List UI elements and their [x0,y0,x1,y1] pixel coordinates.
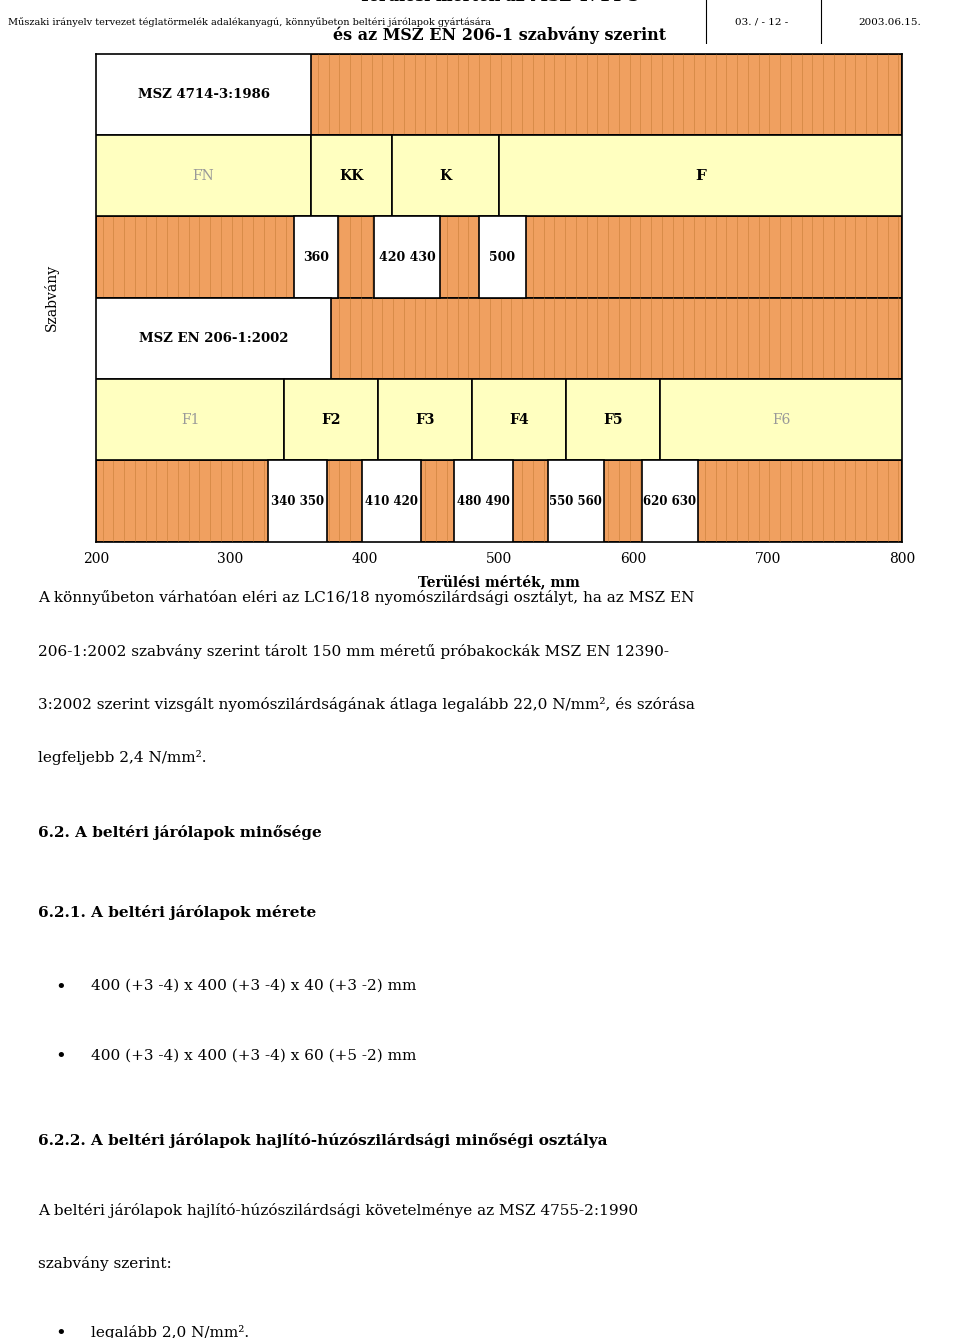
Text: Műszaki irányelv tervezet téglatörmelék adalékanyagú, könnyűbeton beltéri járóla: Műszaki irányelv tervezet téglatörmelék … [8,17,491,27]
Text: 410 420: 410 420 [365,495,419,507]
Bar [566,379,660,460]
Text: F3: F3 [416,413,435,427]
Text: A beltéri járólapok hajlító-húzószilárdsági követelménye az MSZ 4755-2:1990: A beltéri járólapok hajlító-húzószilárds… [38,1203,638,1218]
Text: 400 (+3 -4) x 400 (+3 -4) x 60 (+5 -2) mm: 400 (+3 -4) x 400 (+3 -4) x 60 (+5 -2) m… [91,1048,417,1062]
Text: 360: 360 [302,250,328,264]
Bar [378,379,472,460]
Bar [479,217,526,297]
Text: •: • [55,979,66,997]
Text: 6.2.2. A beltéri járólapok hajlító-húzószilárdsági minőségi osztálya: 6.2.2. A beltéri járólapok hajlító-húzós… [38,1133,608,1148]
Text: •: • [55,1325,66,1338]
Bar [362,460,421,542]
Bar [96,135,311,217]
Bar [96,297,902,379]
Bar [392,135,499,217]
Text: Terülési mérték az MSZ 4714-3: Terülési mérték az MSZ 4714-3 [359,0,639,4]
Text: K: K [440,169,451,182]
Text: F2: F2 [322,413,341,427]
Bar [96,379,902,460]
Text: FN: FN [193,169,214,182]
Bar [96,54,311,135]
Text: F4: F4 [510,413,529,427]
X-axis label: Terülési mérték, mm: Terülési mérték, mm [419,574,580,589]
Text: legalább 2,0 N/mm².: legalább 2,0 N/mm². [91,1325,250,1338]
Text: 206-1:2002 szabvány szerint tárolt 150 mm méretű próbakockák MSZ EN 12390-: 206-1:2002 szabvány szerint tárolt 150 m… [38,644,669,658]
Bar [472,379,566,460]
Text: 550 560: 550 560 [549,495,602,507]
Text: F5: F5 [604,413,623,427]
Text: A könnyűbeton várhatóan eléri az LC16/18 nyomószilárdsági osztályt, ha az MSZ EN: A könnyűbeton várhatóan eléri az LC16/18… [38,590,695,606]
Bar [547,460,604,542]
Bar [374,217,440,297]
Text: •: • [55,1048,66,1066]
Bar [96,297,331,379]
Text: 3:2002 szerint vizsgált nyomószilárdságának átlaga legalább 22,0 N/mm², és szórá: 3:2002 szerint vizsgált nyomószilárdságá… [38,697,695,712]
Bar [96,217,902,297]
Bar [294,217,338,297]
Bar [96,54,902,135]
Text: KK: KK [339,169,364,182]
Text: 420 430: 420 430 [379,250,436,264]
Bar [641,460,698,542]
Bar [660,379,902,460]
Text: szabvány szerint:: szabvány szerint: [38,1256,172,1271]
Text: 480 490: 480 490 [457,495,510,507]
Text: 400 (+3 -4) x 400 (+3 -4) x 40 (+3 -2) mm: 400 (+3 -4) x 400 (+3 -4) x 40 (+3 -2) m… [91,979,417,993]
Bar [96,460,902,542]
Text: 620 630: 620 630 [643,495,696,507]
Text: F1: F1 [180,413,200,427]
Text: F: F [695,169,707,182]
Text: MSZ 4714-3:1986: MSZ 4714-3:1986 [137,88,270,100]
Bar [284,379,378,460]
Text: 340 350: 340 350 [271,495,324,507]
Bar [268,460,327,542]
Bar [453,460,513,542]
Bar [499,135,902,217]
Text: és az MSZ EN 206-1 szabvány szerint: és az MSZ EN 206-1 szabvány szerint [332,27,666,44]
Text: 03. / - 12 -: 03. / - 12 - [734,17,788,27]
Text: legfeljebb 2,4 N/mm².: legfeljebb 2,4 N/mm². [38,751,207,765]
Text: 2003.06.15.: 2003.06.15. [858,17,922,27]
Text: Szabvány: Szabvány [44,264,60,332]
Bar [96,379,284,460]
Text: 500: 500 [490,250,516,264]
Bar [96,135,902,217]
Text: 6.2.1. A beltéri járólapok mérete: 6.2.1. A beltéri járólapok mérete [38,904,317,919]
Text: F6: F6 [772,413,791,427]
Text: 6.2. A beltéri járólapok minősége: 6.2. A beltéri járólapok minősége [38,824,323,840]
Text: MSZ EN 206-1:2002: MSZ EN 206-1:2002 [139,332,288,345]
Bar [311,135,392,217]
